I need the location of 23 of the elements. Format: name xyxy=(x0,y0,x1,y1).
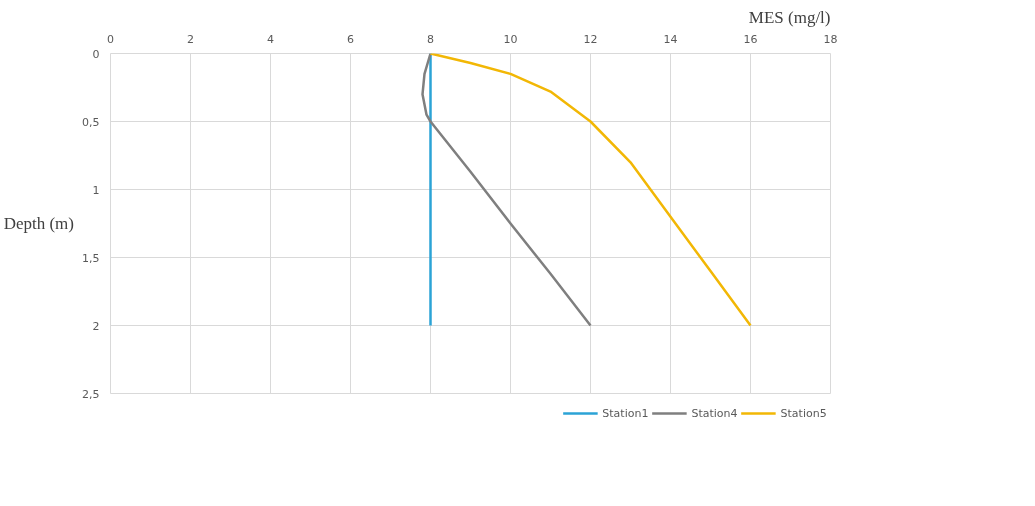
x-tick-label: 14 xyxy=(663,32,678,46)
x-tick-label: 0 xyxy=(107,32,114,46)
x-tick-label: 8 xyxy=(427,32,434,46)
x-tick-label: 2 xyxy=(187,32,194,46)
y-tick-label: 2 xyxy=(92,319,100,333)
y-tick-label: 2,5 xyxy=(82,387,100,401)
line-series xyxy=(421,53,592,327)
legend-label: Station1 xyxy=(602,406,649,420)
x-axis-title: MES (mg/l) xyxy=(748,7,831,27)
x-tick-label: 12 xyxy=(583,32,598,46)
x-tick-label: 10 xyxy=(503,32,518,46)
y-tick-label: 0,5 xyxy=(82,115,100,129)
line-series xyxy=(429,53,752,327)
legend-label: Station5 xyxy=(780,406,827,420)
y-tick-label: 1 xyxy=(92,183,100,197)
y-tick-label: 1,5 xyxy=(82,251,100,265)
y-axis-title: Depth (m) xyxy=(3,214,75,233)
x-tick-label: 16 xyxy=(743,32,758,46)
legend-label: Station4 xyxy=(691,406,738,420)
y-tick-label: 0 xyxy=(92,47,100,61)
x-tick-label: 4 xyxy=(267,32,274,46)
x-tick-label: 18 xyxy=(823,32,838,46)
x-tick-label: 6 xyxy=(347,32,354,46)
